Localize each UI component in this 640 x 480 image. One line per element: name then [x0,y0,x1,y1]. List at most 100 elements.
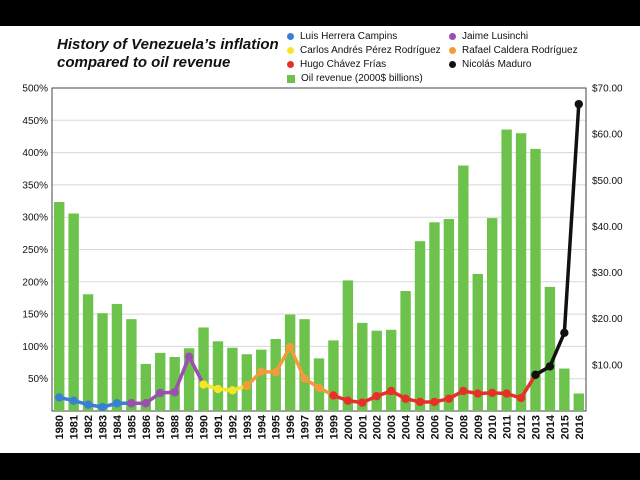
x-tick-label-1988: 1988 [170,415,182,439]
series-point-hugo-ch-vez-fr-as-2011 [502,389,511,398]
left-tick-label: 300% [22,213,48,224]
oil-revenue-bar-2011 [501,129,512,411]
x-tick-label-1984: 1984 [112,414,124,439]
series-point-carlos-andr-s-p-rez-rodr-guez-1991 [213,384,223,394]
oil-revenue-bar-2007 [443,219,455,411]
series-point-hugo-ch-vez-fr-as-2005 [415,397,425,407]
series-point-luis-herrera-campins-1983 [98,402,107,412]
legend-label-oil-revenue: Oil revenue (2000$ billions) [301,73,423,84]
legend-item-chavez: Hugo Chávez Frías [287,59,386,70]
x-tick-label-2013: 2013 [530,415,542,439]
legend-item-caldera: Rafael Caldera Rodríguez [449,45,578,56]
series-point-rafael-caldera-rodr-guez-1993 [242,381,252,391]
oil-revenue-bar-1997 [299,319,310,411]
x-tick-label-1992: 1992 [227,415,239,439]
legend-item-lusinchi: Jaime Lusinchi [449,31,528,42]
right-tick-label: $30.00 [592,268,623,279]
right-tick-label: $60.00 [592,130,623,141]
legend-label-maduro: Nicolás Maduro [462,59,532,70]
x-tick-label-1980: 1980 [54,415,66,439]
series-point-hugo-ch-vez-fr-as-2009 [473,389,482,398]
oil-revenue-bar-2000 [342,280,354,411]
x-tick-label-1991: 1991 [213,415,225,439]
right-tick-label: $20.00 [592,314,623,325]
series-point-hugo-ch-vez-fr-as-2010 [487,388,497,398]
oil-revenue-bar-2001 [357,322,368,411]
x-tick-label-2009: 2009 [473,415,485,439]
x-tick-label-2012: 2012 [516,415,528,439]
series-point-nicol-s-maduro-2013 [531,370,540,380]
oil-revenue-bar-1988 [169,357,180,411]
oil-revenue-bar-2003 [385,329,397,411]
x-tick-label-2001: 2001 [357,415,369,439]
oil-revenue-bar-2016 [573,393,584,411]
series-point-hugo-ch-vez-fr-as-2007 [444,394,454,403]
series-point-luis-herrera-campins-1981 [69,396,78,405]
x-tick-label-1982: 1982 [83,415,95,439]
legend-marker-lusinchi [449,33,456,40]
legend-marker-caldera [449,47,456,54]
series-point-rafael-caldera-rodr-guez-1994 [257,367,266,376]
legend-label-caldera: Rafael Caldera Rodríguez [462,45,578,56]
right-tick-label: $10.00 [592,360,623,371]
x-tick-label-1986: 1986 [141,415,153,439]
x-tick-label-1983: 1983 [98,415,110,439]
x-tick-label-2005: 2005 [415,415,427,439]
legend-item-maduro: Nicolás Maduro [449,59,531,70]
chart-frame: History of Venezuela’s inflation compare… [0,26,640,453]
oil-revenue-bar-1996 [284,314,296,411]
x-tick-label-1993: 1993 [242,415,254,439]
series-point-rafael-caldera-rodr-guez-1998 [314,383,324,392]
series-point-carlos-andr-s-p-rez-rodr-guez-1992 [228,386,237,395]
series-point-hugo-ch-vez-fr-as-2006 [430,397,439,407]
x-tick-label-1990: 1990 [199,415,211,439]
oil-revenue-bar-2013 [530,148,541,411]
x-tick-label-2010: 2010 [487,415,499,439]
series-line-carlos-andr-s-p-rez-rodr-guez [201,382,249,393]
chart-title-line-2: compared to oil revenue [57,54,231,71]
legend-marker-oil-revenue [287,74,295,83]
right-tick-label: $40.00 [592,222,623,233]
series-point-rafael-caldera-rodr-guez-1995 [271,368,280,377]
oil-revenue-bar-1989 [183,348,195,411]
series-point-carlos-andr-s-p-rez-rodr-guez-1990 [199,380,208,389]
series-point-nicol-s-maduro-2014 [545,362,555,371]
oil-revenue-bar-1980 [54,201,65,411]
x-tick-label-2008: 2008 [458,415,470,439]
oil-revenue-bar-2009 [472,273,483,411]
oil-revenue-bar-2015 [559,368,570,411]
x-tick-label-1989: 1989 [184,415,196,439]
legend-marker-chavez [287,61,294,68]
series-point-hugo-ch-vez-fr-as-2012 [516,393,526,403]
x-tick-label-2003: 2003 [386,415,398,439]
left-tick-label: 400% [22,148,48,159]
oil-revenue-bar-2004 [400,291,411,411]
oil-revenue-bar-1982 [82,294,94,411]
series-point-hugo-ch-vez-fr-as-2002 [372,391,381,401]
series-point-hugo-ch-vez-fr-as-2000 [343,396,353,405]
legend-label-chavez: Hugo Chávez Frías [300,59,387,70]
oil-revenue-bar-1991 [212,341,224,411]
x-tick-label-1997: 1997 [300,415,312,439]
left-tick-label: 100% [22,342,48,353]
series-point-jaime-lusinchi-1989 [184,352,194,361]
series-point-hugo-ch-vez-fr-as-2004 [401,394,410,403]
series-line-nicol-s-maduro [533,102,581,377]
x-tick-label-2014: 2014 [545,414,557,439]
series-point-jaime-lusinchi-1985 [127,399,136,408]
series-point-rafael-caldera-rodr-guez-1996 [285,342,295,352]
series-point-jaime-lusinchi-1987 [156,388,165,398]
series-point-rafael-caldera-rodr-guez-1997 [300,374,309,383]
chart-title-line-1: History of Venezuela’s inflation [57,36,279,53]
x-tick-label-2000: 2000 [343,415,355,439]
oil-revenue-bar-2006 [429,222,440,411]
oil-revenue-bar-1984 [111,303,123,411]
oil-revenue-bar-1987 [155,352,166,411]
oil-revenue-bar-1994 [256,349,267,411]
oil-revenue-bar-1999 [328,340,339,411]
legend-label-perez: Carlos Andrés Pérez Rodríguez [300,45,441,56]
legend-label-herrera: Luis Herrera Campins [300,31,398,42]
oil-revenue-bar-2008 [458,165,469,411]
x-tick-label-2006: 2006 [429,415,441,439]
inflation-oil-chart: 50% 100% 150% 200% 250% 300% 350% 400% 450% 500% $… [22,84,623,440]
